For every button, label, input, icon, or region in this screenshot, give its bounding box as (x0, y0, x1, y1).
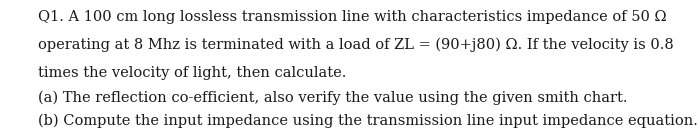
Text: (b) Compute the input impedance using the transmission line input impedance equa: (b) Compute the input impedance using th… (38, 114, 699, 128)
Text: times the velocity of light, then calculate.: times the velocity of light, then calcul… (38, 66, 347, 80)
Text: (a) The reflection co-efficient, also verify the value using the given smith cha: (a) The reflection co-efficient, also ve… (38, 91, 628, 105)
Text: Q1. A 100 cm long lossless transmission line with characteristics impedance of 5: Q1. A 100 cm long lossless transmission … (38, 10, 667, 24)
Text: operating at 8 Mhz is terminated with a load of ZL = (90+j80) Ω. If the velocity: operating at 8 Mhz is terminated with a … (38, 38, 674, 52)
